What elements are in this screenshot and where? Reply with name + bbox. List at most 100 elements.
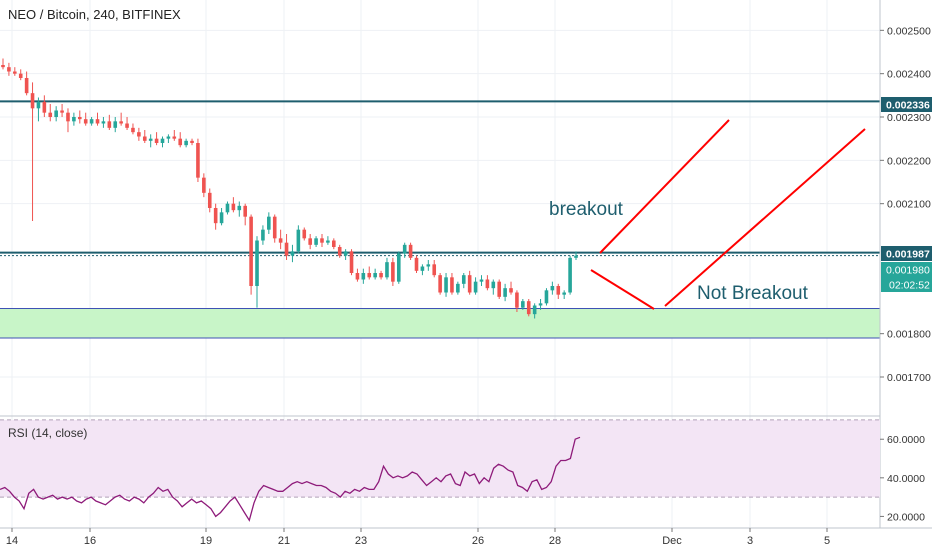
candle[interactable] [532,303,537,319]
candle[interactable] [137,127,141,141]
candle[interactable] [367,266,372,280]
price-axis[interactable]: 0.002500 0.002400 0.002300 0.002200 0.002100… [880,25,931,384]
candle[interactable] [521,299,525,310]
not-breakout-annotation[interactable]: Not Breakout [697,283,809,304]
candle[interactable] [219,208,224,226]
candle[interactable] [456,281,460,295]
candle[interactable] [491,279,496,295]
candle[interactable] [190,138,194,146]
candle[interactable] [420,264,425,276]
candle[interactable] [361,268,366,284]
breakout-annotation[interactable]: breakout [549,199,624,220]
candle[interactable] [24,71,29,96]
candle[interactable] [544,288,549,306]
candle[interactable] [66,108,70,133]
candle[interactable] [267,212,271,234]
candle[interactable] [42,95,47,117]
pullback-line[interactable] [590,269,655,310]
candle[interactable] [72,112,76,126]
trend-drawings[interactable] [590,119,866,310]
candle[interactable] [160,136,165,148]
candle[interactable] [296,225,301,254]
candle[interactable] [142,130,147,143]
candle[interactable] [237,201,242,217]
candle[interactable] [332,238,336,250]
candle[interactable] [314,236,318,247]
candle[interactable] [131,123,135,135]
candle[interactable] [249,214,253,295]
candle[interactable] [202,173,206,198]
breakout-arrow-line[interactable] [599,119,730,254]
candle[interactable] [113,117,118,133]
candle[interactable] [1,58,5,70]
candle[interactable] [213,203,218,230]
candle[interactable] [349,249,354,276]
candle[interactable] [426,260,431,271]
candle[interactable] [13,67,17,76]
candle[interactable] [255,236,259,308]
rsi-line[interactable] [0,436,581,522]
candle[interactable] [355,268,360,282]
candle[interactable] [326,236,330,245]
candle[interactable] [207,188,212,213]
candle[interactable] [414,255,419,273]
candle[interactable] [125,117,129,130]
candle[interactable] [538,299,543,310]
candle[interactable] [107,114,112,130]
not-breakout-arrow-line[interactable] [664,128,866,307]
candle[interactable] [396,251,401,284]
candle[interactable] [450,273,454,295]
candle[interactable] [166,134,171,143]
candle[interactable] [225,201,230,215]
candle[interactable] [95,112,100,126]
candle[interactable] [101,117,106,128]
candle[interactable] [568,255,572,295]
candle[interactable] [196,138,200,182]
candle[interactable] [432,260,437,278]
candle[interactable] [83,112,88,126]
candle[interactable] [308,234,312,250]
candle[interactable] [385,257,389,280]
candle[interactable] [391,257,395,286]
candle[interactable] [444,273,448,297]
candle[interactable] [562,290,566,299]
candle[interactable] [550,281,555,295]
candle[interactable] [402,242,407,258]
candle[interactable] [320,234,324,247]
time-axis[interactable]: 14 16 19 21 23 26 28 Dec 3 5 [6,528,830,547]
candle[interactable] [373,268,377,280]
candle[interactable] [172,130,177,141]
candle[interactable] [54,106,58,122]
candle[interactable] [184,138,188,148]
candle[interactable] [148,134,153,148]
candle[interactable] [438,273,442,295]
candle[interactable] [261,225,265,245]
candle[interactable] [461,273,466,289]
candle[interactable] [556,283,561,299]
candle[interactable] [278,229,283,250]
candle[interactable] [379,270,383,280]
candle[interactable] [302,227,307,241]
candle[interactable] [509,281,513,295]
candle[interactable] [89,117,94,126]
candle[interactable] [503,283,507,302]
candle[interactable] [515,290,519,312]
candle[interactable] [473,277,478,295]
candle[interactable] [467,270,472,295]
candle[interactable] [30,82,35,221]
candle[interactable] [48,104,53,122]
candle[interactable] [343,249,348,260]
candle[interactable] [7,62,11,76]
candle[interactable] [485,275,490,291]
candle[interactable] [60,104,64,117]
candle[interactable] [243,203,247,226]
candle[interactable] [18,69,23,81]
candle[interactable] [408,242,413,260]
candle[interactable] [36,97,41,122]
candle[interactable] [574,251,578,260]
candle[interactable] [154,132,159,146]
candle[interactable] [272,214,277,243]
candle[interactable] [178,132,183,148]
